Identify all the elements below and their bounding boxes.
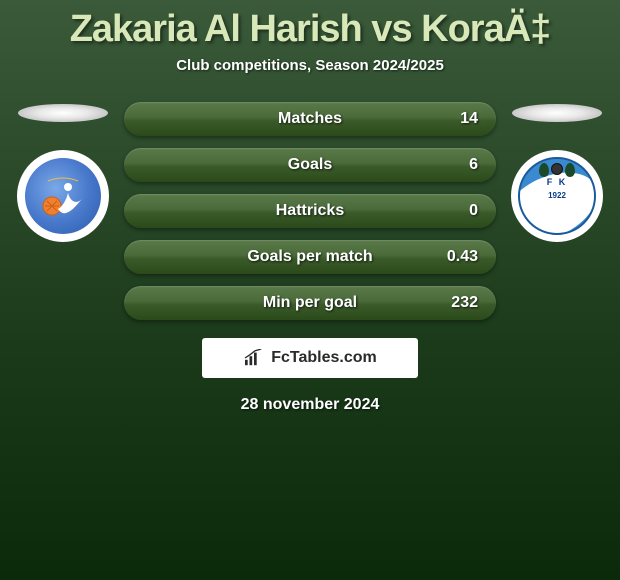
left-column — [8, 102, 118, 242]
right-club-badge-inner: F K 1922 — [518, 157, 596, 235]
stat-label: Min per goal — [263, 294, 357, 312]
stat-row-goals-per-match: Goals per match 0.43 — [124, 240, 496, 274]
left-club-badge-inner — [25, 158, 101, 234]
footer-brand-badge: FcTables.com — [202, 338, 418, 378]
chart-icon — [243, 349, 265, 367]
left-player-shadow — [18, 104, 108, 122]
stat-value-right: 6 — [469, 156, 478, 174]
stat-label: Goals — [288, 156, 332, 174]
stat-value-right: 232 — [451, 294, 478, 312]
badge-letters: F K — [547, 177, 568, 187]
stats-column: Matches 14 Goals 6 Hattricks 0 Goals per… — [118, 102, 502, 320]
stat-label: Matches — [278, 110, 342, 128]
stat-value-right: 14 — [460, 110, 478, 128]
stat-label: Hattricks — [276, 202, 344, 220]
left-badge-icon — [38, 171, 88, 221]
left-club-badge — [17, 150, 109, 242]
content-row: Matches 14 Goals 6 Hattricks 0 Goals per… — [0, 102, 620, 320]
page-subtitle: Club competitions, Season 2024/2025 — [0, 57, 620, 74]
right-column: F K 1922 — [502, 102, 612, 242]
stat-row-hattricks: Hattricks 0 — [124, 194, 496, 228]
ball-icon — [551, 163, 563, 175]
leaf-icon — [565, 163, 575, 177]
footer-brand-text: FcTables.com — [271, 349, 377, 367]
right-club-badge: F K 1922 — [511, 150, 603, 242]
stat-value-right: 0.43 — [447, 248, 478, 266]
footer-date: 28 november 2024 — [0, 396, 620, 414]
stat-row-goals: Goals 6 — [124, 148, 496, 182]
main-container: Zakaria Al Harish vs KoraÄ‡ Club competi… — [0, 0, 620, 414]
stat-value-right: 0 — [469, 202, 478, 220]
stat-row-min-per-goal: Min per goal 232 — [124, 286, 496, 320]
badge-top-icons — [520, 163, 594, 177]
stat-label: Goals per match — [247, 248, 372, 266]
stat-row-matches: Matches 14 — [124, 102, 496, 136]
leaf-icon — [539, 163, 549, 177]
right-player-shadow — [512, 104, 602, 122]
page-title: Zakaria Al Harish vs KoraÄ‡ — [0, 8, 620, 51]
badge-year: 1922 — [548, 191, 566, 200]
